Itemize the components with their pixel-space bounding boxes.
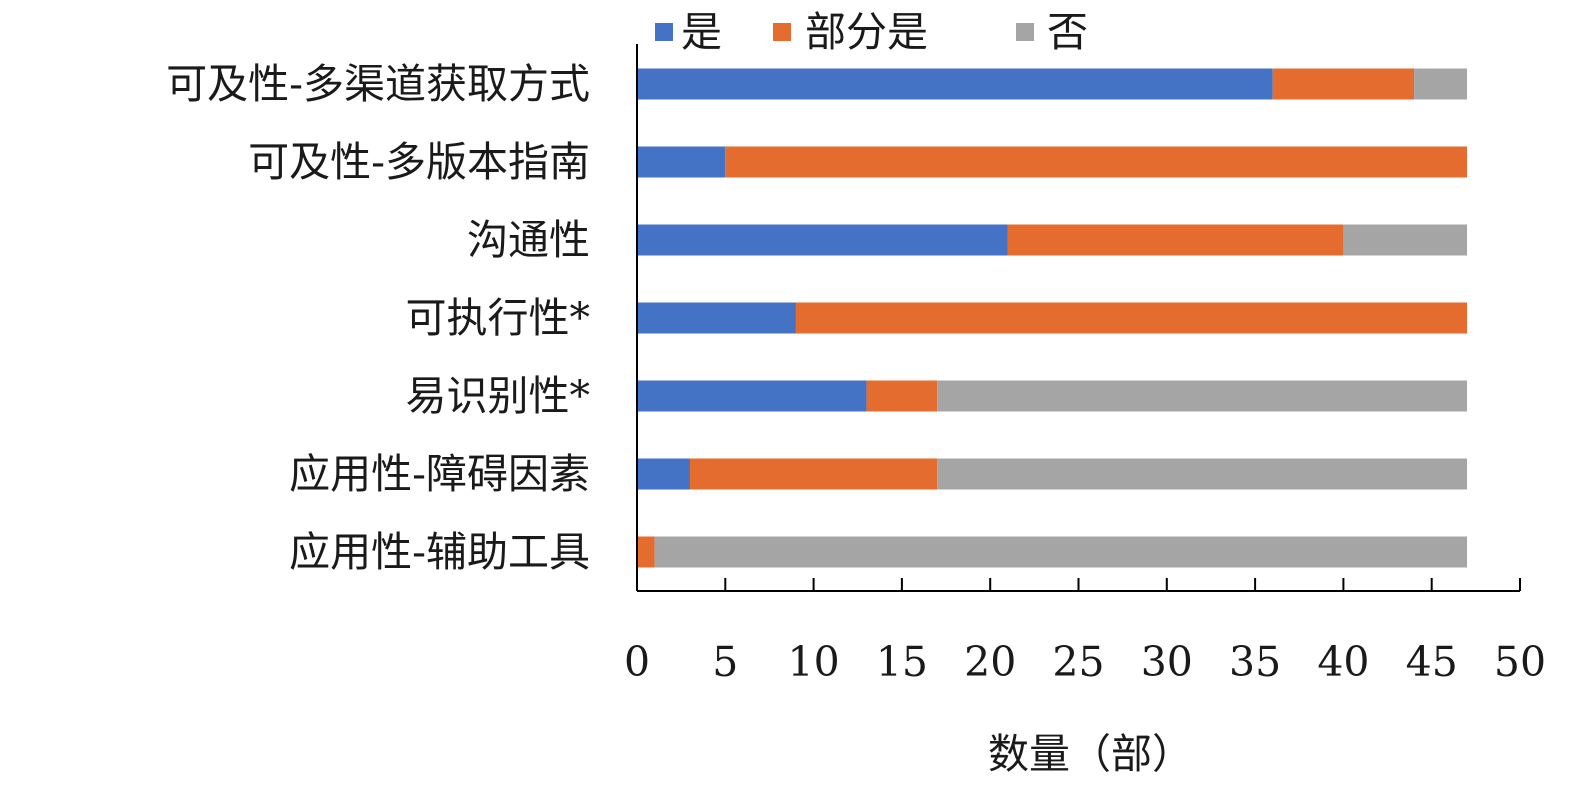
x-tick-label: 50: [1494, 638, 1546, 686]
legend-swatch-no: [1016, 23, 1034, 41]
bar-partial-2: [1007, 224, 1344, 256]
x-tick-label: 10: [788, 638, 840, 686]
bars: [637, 68, 1468, 568]
legend-label-yes: 是: [681, 8, 722, 56]
x-axis-title: 数量（部）: [988, 730, 1193, 778]
bar-no-4: [937, 380, 1468, 412]
category-label: 易识别性*: [406, 372, 591, 420]
x-tick-label: 15: [876, 638, 928, 686]
x-tick-label: 35: [1229, 638, 1281, 686]
bar-yes-1: [637, 146, 726, 178]
bar-partial-3: [795, 302, 1468, 334]
legend-swatch-partial: [773, 23, 791, 41]
bar-yes-5: [637, 458, 690, 490]
category-label: 可执行性*: [406, 294, 591, 342]
legend-label-no: 否: [1047, 8, 1088, 56]
x-tick-label: 20: [964, 638, 1016, 686]
bar-no-5: [937, 458, 1468, 490]
x-tick-label: 45: [1406, 638, 1458, 686]
category-label: 沟通性: [467, 216, 590, 264]
x-tick-label: 5: [712, 638, 738, 686]
legend: 是 部分是 否: [655, 8, 1088, 56]
bar-yes-4: [637, 380, 867, 412]
bar-yes-3: [637, 302, 796, 334]
x-tick-label: 30: [1141, 638, 1193, 686]
bar-partial-5: [689, 458, 938, 490]
x-tick-label: 40: [1317, 638, 1369, 686]
bar-no-6: [654, 536, 1468, 568]
category-label: 可及性-多渠道获取方式: [166, 60, 590, 108]
x-tick-label: 0: [624, 638, 650, 686]
bar-no-2: [1343, 224, 1468, 256]
bar-partial-6: [637, 536, 655, 568]
category-label: 应用性-障碍因素: [289, 450, 590, 498]
bar-yes-2: [637, 224, 1008, 256]
x-tick-label: 25: [1052, 638, 1104, 686]
bar-partial-1: [725, 146, 1468, 178]
category-label: 可及性-多版本指南: [248, 138, 590, 186]
bar-partial-4: [866, 380, 938, 412]
legend-label-partial: 部分是: [805, 8, 928, 56]
bar-partial-0: [1272, 68, 1415, 100]
legend-swatch-yes: [655, 23, 673, 41]
bar-yes-0: [637, 68, 1273, 100]
category-label: 应用性-辅助工具: [289, 528, 590, 576]
bar-no-0: [1414, 68, 1468, 100]
x-ticks: 0 5 10 15 20 25 30 35 40 45 50: [624, 578, 1546, 686]
